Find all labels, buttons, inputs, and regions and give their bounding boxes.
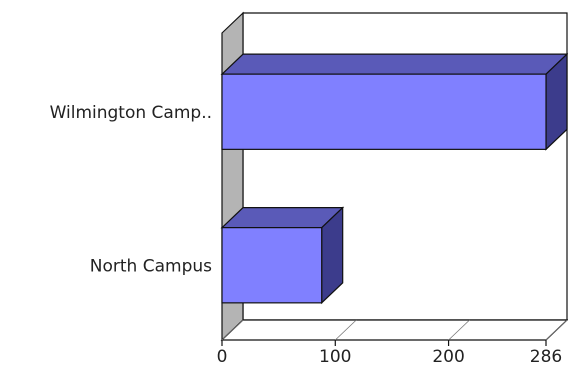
bar-top	[220, 53, 568, 75]
bar	[220, 52, 568, 151]
category-label: North Campus	[90, 256, 212, 276]
x-tick-label: 0	[217, 347, 228, 367]
floor	[220, 319, 568, 341]
y-axis: North Campus Wilmington Camp..	[50, 103, 213, 277]
x-tick-label: 286	[530, 347, 562, 367]
x-tick-depth	[545, 319, 568, 341]
x-tick-depth	[448, 319, 470, 341]
bar-front	[221, 227, 323, 304]
category-label: Wilmington Camp..	[50, 103, 212, 123]
x-tick-label: 200	[432, 347, 464, 367]
bars-group	[220, 52, 568, 305]
x-tick-depth	[335, 319, 357, 341]
x-axis: 0 100 200 286	[217, 319, 568, 367]
bar-front	[221, 73, 547, 150]
x-tick-depth	[221, 319, 244, 341]
x-tick-label: 100	[319, 347, 351, 367]
bar	[220, 206, 345, 305]
